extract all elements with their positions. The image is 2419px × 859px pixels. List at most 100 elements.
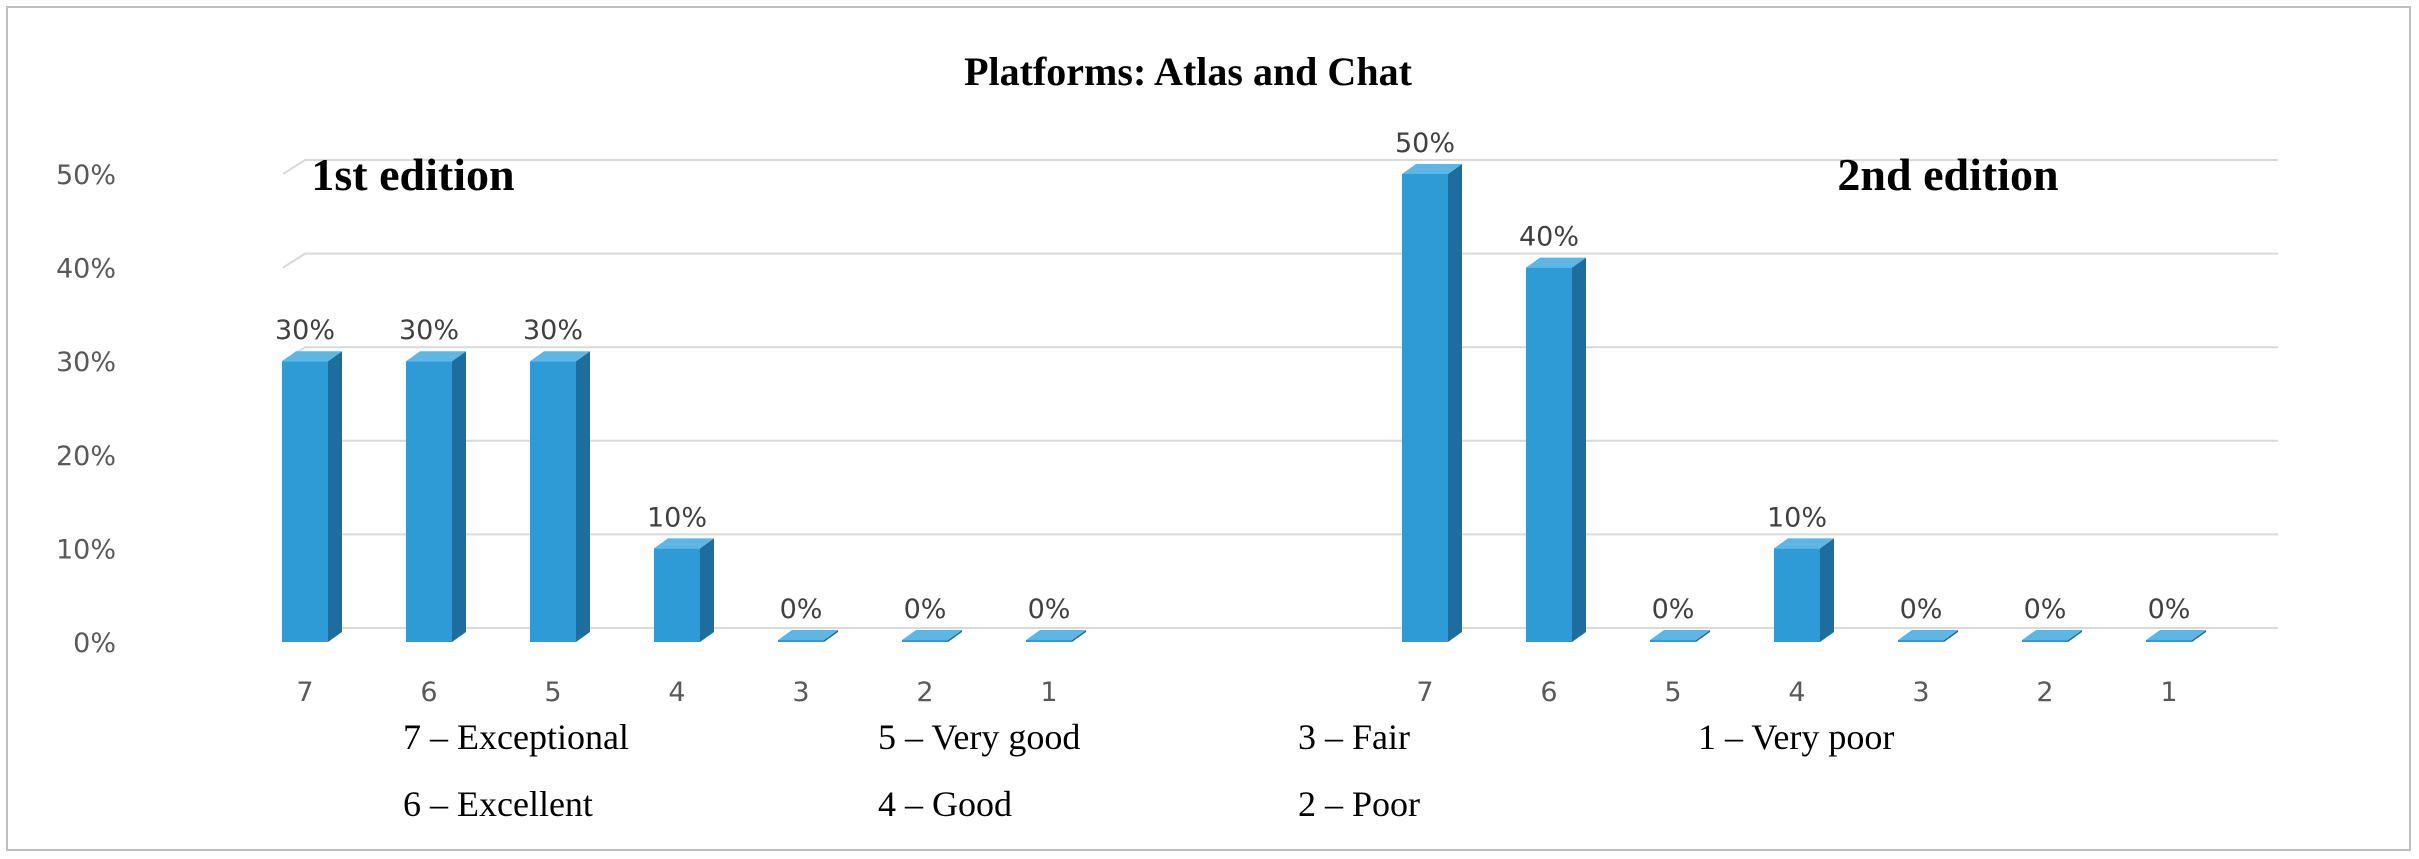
- gridline: [282, 252, 2278, 269]
- bar-side: [1572, 257, 1586, 642]
- bar-side: [576, 351, 590, 642]
- bar: [282, 351, 342, 642]
- data-label: 0%: [2024, 594, 2067, 625]
- bar-front: [778, 640, 824, 642]
- x-tick-label: 3: [792, 677, 809, 708]
- y-tick-label: 40%: [56, 254, 116, 285]
- group-title-1st-edition: 1st edition: [311, 149, 514, 200]
- bar: [1650, 630, 1710, 642]
- bar-side: [1944, 630, 1958, 642]
- bar-front: [654, 548, 700, 642]
- data-label: 40%: [1519, 222, 1579, 253]
- legend-item-6: 6 – Excellent: [403, 784, 593, 824]
- data-label: 50%: [1395, 128, 1455, 159]
- legend-item-5: 5 – Very good: [878, 717, 1080, 757]
- data-label: 0%: [1028, 594, 1071, 625]
- bar: [406, 351, 466, 642]
- data-label: 30%: [523, 315, 583, 346]
- y-tick-label: 20%: [56, 441, 116, 472]
- x-tick-label: 2: [916, 677, 933, 708]
- bar-top: [778, 630, 838, 640]
- data-label: 30%: [275, 315, 335, 346]
- x-tick-label: 5: [1664, 677, 1681, 708]
- x-tick-label: 4: [1788, 677, 1805, 708]
- y-tick-label: 30%: [56, 347, 116, 378]
- legend-item-3: 3 – Fair: [1298, 717, 1410, 757]
- legend-item-7: 7 – Exceptional: [403, 717, 629, 757]
- bar-side: [700, 538, 714, 642]
- bar-side: [1696, 630, 1710, 642]
- x-tick-label: 4: [668, 677, 685, 708]
- bar-front: [902, 640, 948, 642]
- data-label: 10%: [1767, 502, 1827, 533]
- bar-front: [1898, 640, 1944, 642]
- bar-top: [1402, 164, 1462, 174]
- bar: [1774, 538, 1834, 642]
- bar: [1898, 630, 1958, 642]
- bar-front: [1650, 640, 1696, 642]
- x-tick-label: 3: [1912, 677, 1929, 708]
- bar-top: [530, 351, 590, 362]
- bar: [1402, 164, 1462, 642]
- bars: [282, 164, 2206, 642]
- bar-side: [2192, 630, 2206, 642]
- y-tick-label: 50%: [56, 160, 116, 191]
- bar-side: [1820, 538, 1834, 642]
- bar-front: [1402, 174, 1448, 642]
- bar-front: [406, 361, 452, 642]
- bar-top: [1650, 630, 1710, 640]
- x-axis-ticks: 7 6 5 4 3 2 1 7 6 5 4 3 2 1: [296, 677, 2177, 708]
- bar-side: [1448, 164, 1462, 642]
- x-tick-label: 6: [1540, 677, 1557, 708]
- chart-title: Platforms: Atlas and Chat: [964, 49, 1412, 94]
- data-label: 0%: [780, 594, 823, 625]
- x-tick-label: 2: [2036, 677, 2053, 708]
- bar-chart: Platforms: Atlas and Chat 0%10%20%30%40%…: [56, 49, 2278, 824]
- y-axis-ticks: 0% 10% 20% 30% 40% 50%: [56, 160, 116, 659]
- data-label: 0%: [1900, 594, 1943, 625]
- legend-item-2: 2 – Poor: [1298, 784, 1420, 824]
- bar: [902, 630, 962, 642]
- bar: [530, 351, 590, 642]
- bar-top: [1774, 538, 1834, 549]
- chart-frame: Platforms: Atlas and Chat 0% 10% 20% 30% 40%…: [6, 6, 2411, 851]
- bar-front: [2146, 640, 2192, 642]
- bar-side: [948, 630, 962, 642]
- bar-top: [2022, 630, 2082, 640]
- bar-side: [328, 351, 342, 642]
- data-label: 0%: [2148, 594, 2191, 625]
- x-tick-label: 7: [1416, 677, 1433, 708]
- data-label: 0%: [904, 594, 947, 625]
- bar: [1026, 630, 1086, 642]
- bar-top: [1526, 257, 1586, 268]
- bar-front: [1526, 267, 1572, 642]
- gridline: [282, 159, 2278, 175]
- bar-side: [1072, 630, 1086, 642]
- data-label: 30%: [399, 315, 459, 346]
- bar-front: [1026, 640, 1072, 642]
- bar-front: [1774, 548, 1820, 642]
- bar-front: [530, 361, 576, 642]
- x-tick-label: 6: [420, 677, 437, 708]
- bar-side: [2068, 630, 2082, 642]
- bar-top: [1898, 630, 1958, 640]
- data-label: 0%: [1652, 594, 1695, 625]
- bar: [778, 630, 838, 642]
- y-tick-label: 0%: [73, 628, 116, 659]
- x-tick-label: 5: [544, 677, 561, 708]
- bar-top: [282, 351, 342, 362]
- legend: 7 – Exceptional 6 – Excellent 5 – Very g…: [403, 717, 1894, 824]
- bar: [2146, 630, 2206, 642]
- legend-item-4: 4 – Good: [878, 784, 1012, 824]
- data-label: 10%: [647, 502, 707, 533]
- bar: [1526, 257, 1586, 642]
- bar-top: [2146, 630, 2206, 640]
- bar-front: [2022, 640, 2068, 642]
- bar: [654, 538, 714, 642]
- data-labels: 30% 30% 30% 10% 0% 0% 0% 50% 40% 0% 10% 0% 0% 0%: [275, 128, 2190, 625]
- group-title-2nd-edition: 2nd edition: [1837, 149, 2058, 200]
- x-tick-label: 7: [296, 677, 313, 708]
- x-tick-label: 1: [2160, 677, 2177, 708]
- legend-item-1: 1 – Very poor: [1698, 717, 1894, 757]
- bar-top: [406, 351, 466, 362]
